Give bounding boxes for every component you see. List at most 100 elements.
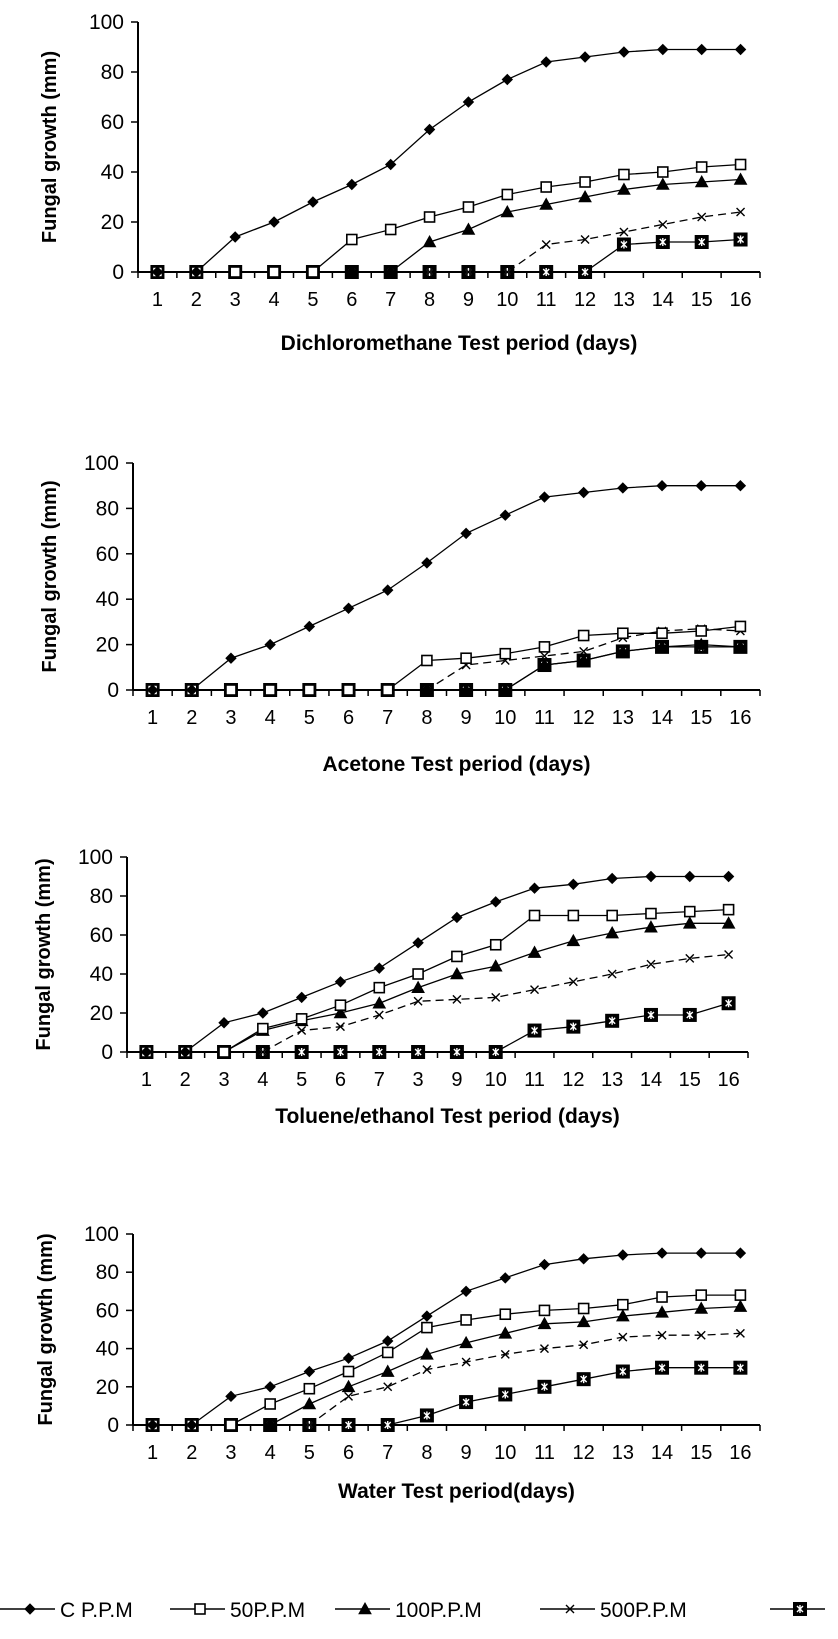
data-point <box>342 684 355 696</box>
y-tick-label: 100 <box>84 1223 119 1246</box>
data-point <box>655 639 669 653</box>
data-point <box>372 996 387 1009</box>
series-line-4 <box>146 953 729 1053</box>
data-point <box>384 223 397 236</box>
data-point <box>413 996 423 1006</box>
data-point <box>736 207 746 217</box>
y-axis-label: Fungal growth (mm) <box>35 1233 57 1425</box>
data-point <box>294 1045 309 1059</box>
data-point <box>618 1332 628 1342</box>
data-point <box>657 1330 667 1340</box>
data-point <box>225 1390 237 1403</box>
data-point <box>383 264 398 278</box>
data-point <box>264 684 276 696</box>
data-point <box>617 182 631 195</box>
data-point <box>618 46 630 58</box>
x-tick-label: 5 <box>304 1442 315 1464</box>
data-point <box>685 953 695 963</box>
x-tick-label: 1 <box>147 707 158 729</box>
data-point <box>461 222 476 235</box>
data-point <box>605 926 620 939</box>
data-point <box>225 652 237 664</box>
x-tick-label: 13 <box>601 1069 623 1091</box>
data-point <box>374 1010 384 1020</box>
x-tick-label: 11 <box>534 707 555 729</box>
data-point <box>346 233 358 246</box>
y-tick-label: 40 <box>96 1338 119 1361</box>
x-axis-label: Water Test period(days) <box>338 1480 575 1503</box>
data-point <box>682 916 697 929</box>
data-point <box>579 646 589 656</box>
data-point <box>616 237 631 252</box>
data-point <box>490 896 502 908</box>
x-tick-label: 8 <box>424 289 435 311</box>
data-point <box>539 197 554 210</box>
data-point <box>684 870 696 883</box>
x-tick-label: 4 <box>265 1442 276 1464</box>
data-point <box>420 1347 434 1360</box>
series-line-2 <box>146 908 729 1053</box>
x-tick-label: 8 <box>421 707 432 729</box>
data-point <box>734 479 747 492</box>
series-line-1 <box>152 485 741 691</box>
y-tick-label: 80 <box>101 61 124 84</box>
x-tick-label: 14 <box>640 1069 662 1091</box>
data-point <box>539 265 554 279</box>
x-tick-label: 12 <box>562 1069 584 1091</box>
data-point <box>382 1335 394 1347</box>
data-point <box>722 903 735 916</box>
data-point <box>538 491 551 503</box>
data-point <box>341 1379 356 1393</box>
x-tick-label: 10 <box>494 707 516 729</box>
data-point <box>499 647 512 660</box>
data-point <box>695 625 708 637</box>
data-point <box>734 43 747 56</box>
data-point <box>618 168 630 181</box>
data-point <box>303 620 316 633</box>
y-tick-label: 60 <box>90 924 113 947</box>
x-tick-label: 9 <box>461 1442 472 1464</box>
data-point <box>566 933 581 947</box>
x-tick-label: 5 <box>307 289 318 311</box>
data-point <box>334 976 347 988</box>
data-point <box>459 1395 474 1410</box>
data-point <box>335 1022 345 1032</box>
data-point <box>186 1419 198 1431</box>
data-point <box>303 1382 316 1395</box>
data-point <box>539 651 549 661</box>
data-point <box>411 980 425 993</box>
data-point <box>615 644 630 657</box>
x-tick-label: 14 <box>651 707 673 729</box>
legend-label: C P.P.M <box>60 1599 133 1622</box>
data-point <box>722 870 735 883</box>
data-point <box>655 235 670 249</box>
data-point <box>537 1316 552 1330</box>
data-point <box>422 1365 432 1375</box>
data-point <box>421 557 433 569</box>
data-point <box>373 981 386 994</box>
x-tick-label: 2 <box>186 707 197 729</box>
x-tick-label: 1 <box>152 289 163 311</box>
data-point <box>459 1335 473 1349</box>
data-point <box>577 1302 590 1315</box>
data-point <box>617 627 629 640</box>
data-point <box>229 266 241 278</box>
y-axis-label: Fungal growth (mm) <box>33 858 55 1050</box>
data-point <box>733 1299 748 1312</box>
data-point <box>303 684 316 696</box>
data-point <box>617 482 629 494</box>
data-point <box>489 938 502 951</box>
data-point <box>541 240 551 249</box>
data-point <box>733 232 748 247</box>
data-point <box>695 161 708 173</box>
data-point <box>346 178 358 191</box>
data-point <box>460 652 472 665</box>
data-point <box>502 267 512 277</box>
x-tick-label: 6 <box>335 1069 346 1091</box>
data-point <box>615 1309 630 1322</box>
x-tick-label: 6 <box>346 289 357 311</box>
data-point <box>342 1352 355 1364</box>
data-point <box>498 682 513 696</box>
series-line-3 <box>146 922 729 1053</box>
